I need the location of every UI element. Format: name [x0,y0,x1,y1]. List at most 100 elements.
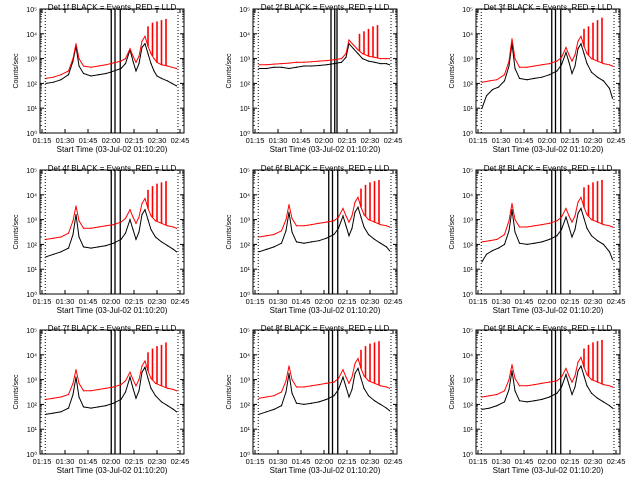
lld-series-point [556,380,558,382]
lld-series-point [135,61,137,63]
lld-series-point [385,225,388,227]
events-series-point [518,242,521,244]
plot-frame [475,329,621,455]
y-tick-label: 10⁰ [26,291,37,299]
lld-series [481,179,614,243]
lld-series-point [141,40,143,42]
lld-series-point [52,397,55,399]
lld-series-point [45,398,47,400]
events-series-point [602,243,605,245]
y-tick-label: 10⁵ [26,168,37,175]
lld-series-point [258,64,260,66]
chart-title: Det 7f BLACK = Events, RED = LLD [48,324,177,333]
y-tick-label: 10⁰ [26,130,37,138]
events-series-point [75,214,77,216]
x-axis-label: Start Time (03-Jul-02 01:10:20) [57,466,168,475]
events-series-point [485,95,488,97]
events-series-point [608,87,611,89]
x-tick-label: 01:15 [33,136,52,145]
events-series-point [385,63,388,65]
events-series-point [385,407,388,409]
events-series-point [97,74,100,76]
lld-series-point [340,58,343,60]
chart-title: Det 8f BLACK = Events, RED = LLD [261,324,390,333]
x-tick-label: 01:45 [79,457,98,466]
events-series-point [295,241,298,243]
x-tick-label: 02:30 [148,136,167,145]
events-series-point [112,402,115,404]
detector-panel-8f: 01:15 01:30 01:45 02:00 02:15 02:30 02:45 10⁰ 10… [226,324,402,475]
events-series-point [367,395,370,397]
lld-series-point [60,396,62,398]
lld-series-point [124,380,127,382]
lld-series-point [75,369,77,371]
y-tick-label: 10⁵ [26,7,37,14]
lld-series-point [166,65,169,67]
x-tick-label: 02:00 [315,297,334,306]
lld-series-point [488,240,491,242]
events-series-point [175,251,178,253]
lld-series-point [586,374,588,376]
x-axis-label: Start Time (03-Jul-02 01:10:20) [493,145,604,154]
plot-frame [39,169,185,295]
lld-series-point [318,60,320,62]
chart-title: Det 8f BLACK = Events, RED = LLD [484,164,613,173]
lld-series-point [141,202,143,205]
y-tick-label: 10⁴ [462,353,473,360]
events-series-point [565,374,567,376]
lld-series-point [357,196,359,198]
events-series-point [511,209,513,211]
lld-series-point [72,58,74,60]
lld-series-point [295,61,298,63]
lld-series-point [548,381,551,383]
x-tick-label: 02:15 [338,457,357,466]
events-series-point [318,240,320,242]
lld-series-point [129,48,131,50]
lld-series-point [120,384,122,386]
events-series-point [109,71,112,73]
events-series-point [97,246,100,248]
y-axis-label: Counts/sec [449,374,456,410]
y-tick-label: 10⁰ [462,130,473,138]
lld-series-point [90,66,92,68]
y-tick-label: 10³ [463,218,474,225]
lld-series-point [90,227,92,229]
y-tick-label: 10² [240,81,251,88]
events-series-point [565,51,567,54]
x-tick-label: 02:45 [171,136,190,145]
lld-series-point [568,375,570,377]
events-series-point [333,63,335,65]
x-tick-label: 02:45 [607,297,626,306]
x-tick-label: 02:45 [171,457,190,466]
events-series-point [608,251,611,253]
lld-series-point [574,215,576,217]
events-series-point [590,392,593,394]
lld-series [481,17,614,83]
lld-series-point [580,35,582,37]
events-series-point [52,253,55,255]
events-series-point [90,75,92,77]
lld-series-point [342,369,344,371]
chart-title: Det 6f BLACK = Events, RED = LLD [261,164,390,173]
lld-series-point [138,379,140,381]
lld-series-point [175,227,178,229]
events-series-point [574,228,576,231]
y-tick-label: 10³ [463,378,474,385]
events-series-point [363,226,365,228]
events-series-point [508,65,510,67]
lld-series [481,339,614,398]
lld-series-point [60,236,62,238]
lld-series-point [602,384,605,386]
x-tick-label: 02:45 [384,297,403,306]
lld-series-point [571,221,573,223]
events-series-point [105,72,107,75]
lld-series-point [503,233,506,236]
lld-series-point [526,66,528,68]
lld-series-point [608,385,611,387]
events-series-point [303,403,305,405]
events-series-point [154,236,157,238]
events-series-point [285,391,287,393]
y-tick-label: 10² [27,242,38,249]
lld-series-point [361,53,364,55]
x-tick-label: 02:15 [561,297,580,306]
